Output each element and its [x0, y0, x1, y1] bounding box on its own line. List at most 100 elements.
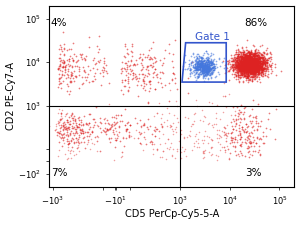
Point — [252, 58, 257, 61]
Point — [57, 134, 62, 137]
Point — [202, 62, 207, 65]
Text: 3%: 3% — [245, 169, 261, 178]
Point — [198, 69, 203, 73]
Point — [251, 58, 256, 61]
Point — [204, 69, 209, 73]
Point — [264, 61, 269, 64]
Point — [236, 69, 241, 73]
Point — [237, 59, 242, 63]
Point — [127, 72, 132, 76]
Point — [243, 62, 248, 66]
Point — [197, 66, 202, 70]
Point — [248, 59, 253, 63]
Point — [243, 61, 248, 65]
Point — [158, 155, 163, 159]
Point — [251, 61, 256, 64]
Point — [237, 65, 242, 69]
Point — [232, 58, 236, 61]
Point — [246, 55, 250, 58]
Point — [237, 134, 242, 137]
Point — [254, 116, 258, 120]
Point — [200, 55, 205, 59]
Point — [244, 126, 249, 129]
Point — [245, 66, 250, 70]
Point — [205, 62, 210, 65]
Point — [247, 71, 252, 74]
Point — [237, 68, 242, 72]
Point — [131, 76, 136, 80]
Point — [207, 60, 212, 64]
Point — [258, 65, 263, 69]
Point — [198, 61, 203, 64]
Point — [249, 107, 254, 111]
Point — [245, 59, 250, 63]
Point — [244, 67, 249, 70]
Point — [237, 80, 242, 84]
Point — [237, 120, 242, 124]
Point — [246, 53, 250, 56]
Point — [199, 64, 203, 67]
Point — [125, 89, 130, 93]
Point — [84, 54, 88, 58]
Point — [145, 118, 150, 121]
Point — [244, 68, 249, 71]
Point — [257, 66, 262, 70]
Point — [226, 156, 231, 160]
Point — [215, 71, 220, 74]
Point — [246, 60, 251, 64]
Point — [63, 114, 68, 117]
Point — [258, 71, 263, 74]
Point — [223, 148, 227, 152]
Point — [70, 58, 75, 62]
Point — [245, 62, 250, 66]
Point — [158, 58, 162, 62]
Point — [137, 76, 142, 80]
Point — [201, 155, 206, 159]
Point — [97, 61, 102, 64]
Point — [55, 112, 60, 115]
Point — [109, 136, 113, 140]
Point — [257, 67, 262, 70]
Point — [201, 65, 206, 69]
Point — [217, 136, 222, 140]
Point — [59, 81, 64, 85]
Point — [200, 69, 204, 72]
Point — [252, 74, 257, 78]
Point — [78, 127, 82, 130]
Point — [114, 139, 118, 142]
Point — [244, 69, 249, 72]
Point — [211, 69, 215, 72]
Point — [201, 51, 206, 55]
Point — [255, 61, 260, 64]
Point — [208, 67, 213, 70]
Point — [140, 67, 145, 71]
Point — [76, 117, 81, 120]
Point — [135, 62, 140, 66]
Point — [58, 47, 63, 51]
Point — [261, 59, 266, 63]
Point — [254, 60, 258, 63]
Point — [246, 50, 250, 54]
Point — [246, 69, 251, 72]
Point — [242, 66, 246, 70]
Point — [249, 75, 254, 79]
Point — [246, 55, 251, 59]
Point — [194, 76, 199, 80]
Point — [249, 56, 254, 60]
Point — [188, 64, 193, 67]
Point — [139, 61, 144, 64]
Point — [252, 149, 257, 153]
Point — [211, 125, 215, 128]
Point — [236, 63, 241, 67]
Point — [198, 63, 203, 66]
Point — [252, 60, 257, 64]
Point — [242, 58, 247, 62]
Point — [255, 58, 260, 62]
Point — [260, 74, 265, 78]
Point — [248, 66, 253, 70]
Point — [250, 67, 255, 70]
Point — [239, 69, 244, 73]
Point — [242, 57, 247, 61]
Point — [207, 68, 212, 72]
Point — [213, 153, 218, 157]
